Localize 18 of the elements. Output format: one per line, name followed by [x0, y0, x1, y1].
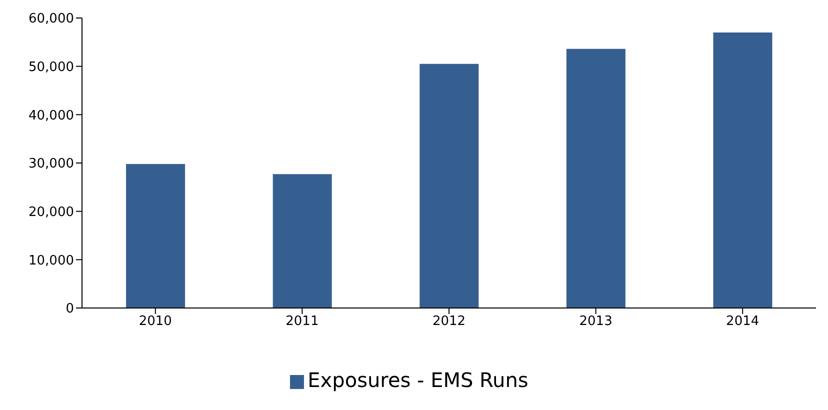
y-tick-label: 60,000 — [28, 12, 74, 27]
x-tick-label: 2014 — [726, 314, 760, 330]
bar — [272, 174, 332, 308]
bar — [126, 164, 186, 308]
y-tick-label: 50,000 — [28, 60, 74, 75]
y-tick-label: 10,000 — [28, 253, 74, 268]
bar — [566, 48, 626, 308]
x-tick-label: 2012 — [432, 314, 466, 330]
y-tick-label: 20,000 — [28, 204, 74, 220]
x-tick-label: 2013 — [579, 314, 612, 330]
y-tick-label: 40,000 — [28, 108, 74, 124]
bar — [420, 64, 479, 308]
y-tick-label: 0 — [66, 302, 74, 317]
legend-label: Exposures - EMS Runs — [308, 368, 528, 392]
bar — [713, 32, 772, 308]
x-tick-label: 2011 — [286, 314, 319, 330]
x-tick-label: 2010 — [138, 314, 172, 330]
y-tick-label: 30,000 — [28, 156, 74, 172]
